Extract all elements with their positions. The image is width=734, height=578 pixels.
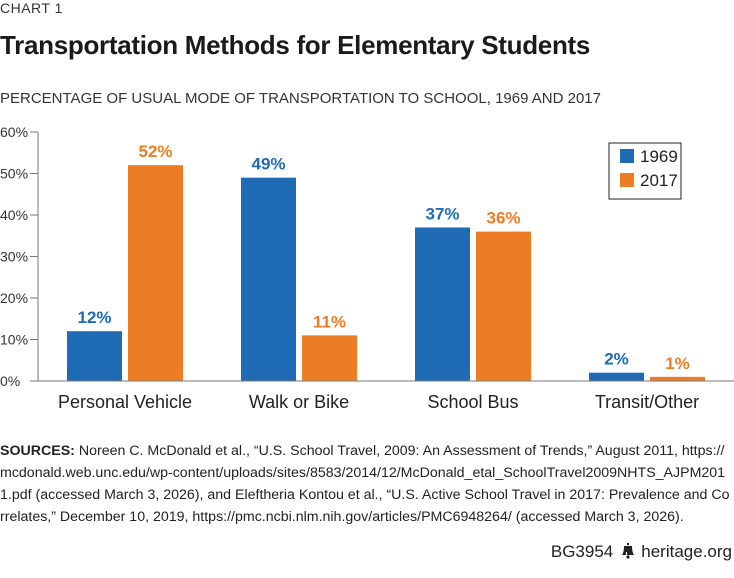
y-tick-label: 60%	[0, 124, 28, 140]
legend-label: 1969	[640, 147, 678, 166]
bar-data-label: 2%	[604, 350, 629, 369]
bar-data-label: 49%	[251, 155, 285, 174]
x-axis: Personal Vehicle Walk or Bike School Bus Tr…	[38, 380, 734, 412]
y-tick-label: 40%	[0, 207, 28, 223]
bars: 12% 52% 49% 11% 37% 36% 2% 1%	[67, 142, 705, 381]
y-tick-label: 10%	[0, 332, 28, 348]
bar-chart: 0% 10% 20% 30% 40% 50% 60% 12% 52% 49% 11% 37% 36% 2…	[0, 124, 734, 412]
bar-2017	[476, 231, 531, 381]
bar-1969	[241, 177, 296, 381]
x-category-label: Walk or Bike	[249, 392, 349, 412]
footer-code: BG3954	[550, 542, 614, 561]
footer-site[interactable]: heritage.org	[641, 542, 732, 561]
legend-swatch-2017	[620, 173, 634, 187]
y-tick-label: 50%	[0, 166, 28, 182]
legend-swatch-1969	[620, 149, 634, 163]
bar-data-label: 52%	[138, 142, 172, 161]
bar-1969	[67, 331, 122, 381]
sources-note: SOURCES: Noreen C. McDonald et al., “U.S…	[0, 440, 734, 528]
bar-2017	[650, 376, 705, 381]
bar-data-label: 36%	[486, 209, 520, 228]
sources-label: SOURCES:	[0, 443, 75, 459]
bar-1969	[415, 227, 470, 381]
chart-title: Transportation Methods for Elementary St…	[0, 30, 591, 60]
bar-data-label: 37%	[425, 204, 459, 223]
footer: BG3954 heritage.org	[551, 542, 732, 564]
y-tick-label: 20%	[0, 290, 28, 306]
bar-data-label: 1%	[665, 354, 690, 373]
y-axis: 0% 10% 20% 30% 40% 50% 60%	[0, 124, 39, 389]
sources-text: Noreen C. McDonald et al., “U.S. School …	[0, 443, 730, 525]
bar-data-label: 12%	[77, 308, 111, 327]
x-category-label: Personal Vehicle	[58, 392, 192, 412]
legend-label: 2017	[640, 171, 678, 190]
bar-2017	[128, 165, 183, 381]
bar-data-label: 11%	[313, 312, 346, 331]
chart-number: CHART 1	[0, 0, 63, 16]
legend: 1969 2017	[608, 142, 682, 200]
y-tick-label: 30%	[0, 249, 28, 265]
bar-2017	[302, 335, 357, 381]
chart-subtitle: PERCENTAGE OF USUAL MODE OF TRANSPORTATI…	[0, 90, 601, 107]
x-category-label: School Bus	[427, 392, 518, 412]
x-category-label: Transit/Other	[595, 392, 699, 412]
bar-1969	[589, 372, 644, 381]
liberty-bell-icon	[621, 543, 635, 564]
y-tick-label: 0%	[0, 373, 20, 389]
